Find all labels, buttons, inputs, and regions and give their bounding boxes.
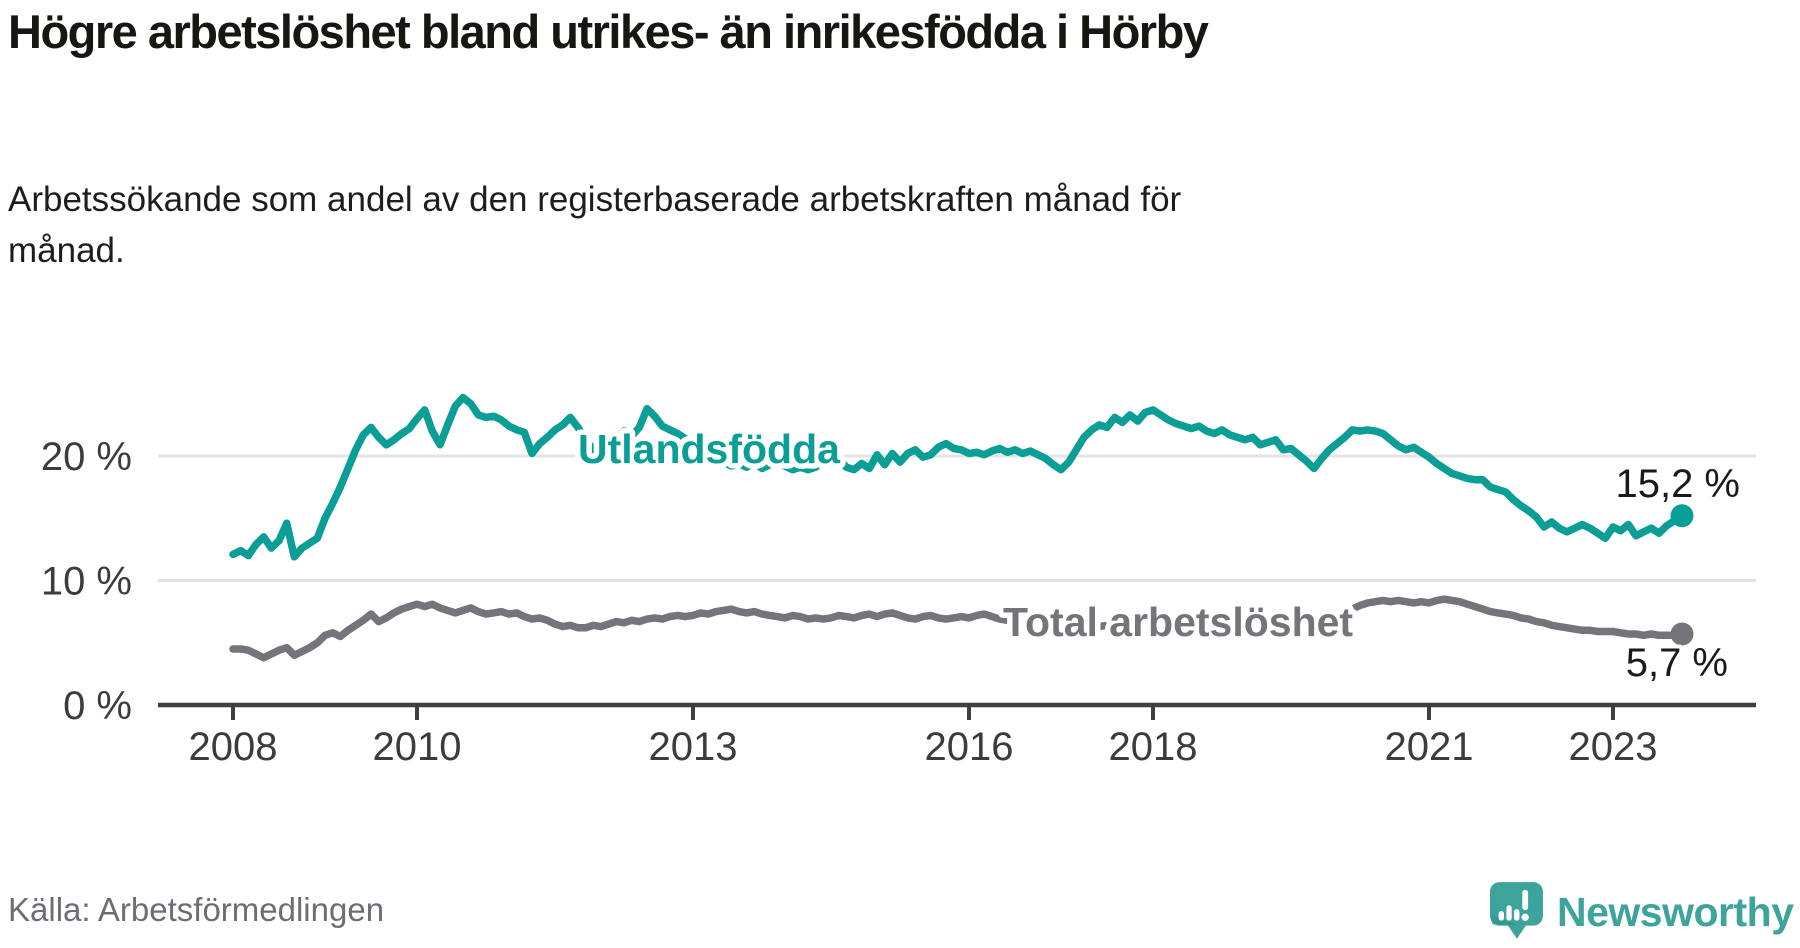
x-axis-tick-label: 2008 (189, 725, 278, 769)
newsworthy-logo: Newsworthy (1490, 882, 1794, 942)
end-value-label: 15,2 % (1615, 462, 1740, 506)
series-label-halo: Total arbetslöshet (1003, 599, 1353, 645)
x-axis-tick-label: 2013 (649, 725, 738, 769)
y-axis-tick-label: 20 % (41, 435, 132, 479)
series-label: Total arbetslöshet (1003, 599, 1353, 645)
logo-exclamation-bar (1522, 889, 1529, 911)
series-line-1 (229, 595, 1686, 662)
logo-exclamation-dot (1521, 913, 1529, 921)
end-value-label: 5,7 % (1626, 641, 1728, 685)
source-note: Källa: Arbetsförmedlingen (8, 891, 385, 928)
y-axis-tick-label: 0 % (63, 684, 132, 728)
end-value-label-halo: 5,7 % (1626, 641, 1728, 685)
logo-bar-1 (1498, 911, 1504, 921)
logo-bar-3 (1514, 909, 1520, 921)
x-axis-tick-label: 2018 (1109, 725, 1198, 769)
newsworthy-logo-icon (1490, 882, 1543, 939)
x-axis-tick-label: 2021 (1385, 725, 1474, 769)
series-end-dot-0 (1670, 504, 1694, 528)
newsworthy-logo-text: Newsworthy (1557, 888, 1794, 935)
x-axis-tick-label: 2016 (925, 725, 1014, 769)
logo-bar-2 (1506, 905, 1512, 921)
page-subtitle: Arbetssökande som andel av den registerb… (8, 180, 1182, 271)
x-axis-tick-label: 2023 (1569, 725, 1658, 769)
end-value-label-halo: 15,2 % (1615, 462, 1740, 506)
series-line-0 (229, 393, 1686, 561)
series-label: Utlandsfödda (578, 426, 841, 472)
series-label-halo: Utlandsfödda (578, 426, 841, 472)
x-axis-tick-label: 2010 (373, 725, 462, 769)
page-title: Högre arbetslöshet bland utrikes- än inr… (8, 5, 1209, 58)
y-axis-tick-label: 10 % (41, 560, 132, 604)
series-end-dot-1 (1670, 622, 1694, 646)
